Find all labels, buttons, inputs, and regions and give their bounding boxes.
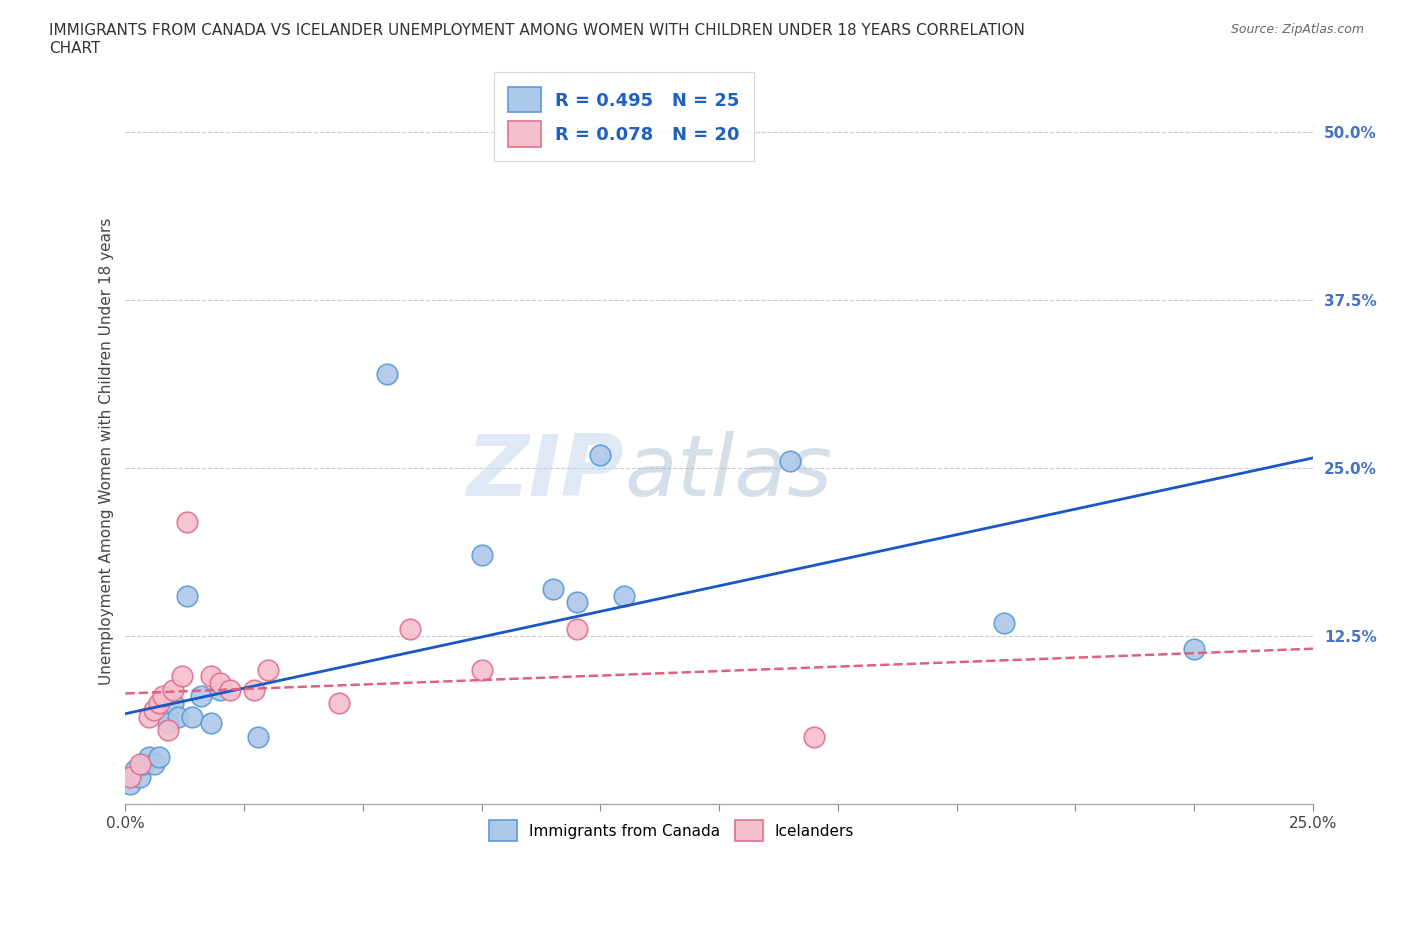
Point [779,454,801,469]
Point [157,723,180,737]
Point [209,683,232,698]
Point [128,756,150,771]
Text: Source: ZipAtlas.com: Source: ZipAtlas.com [1230,23,1364,36]
Point [120,769,142,784]
Point [565,622,588,637]
Point [143,756,166,771]
Point [1182,642,1205,657]
Point [120,777,142,791]
Point [176,588,198,603]
Point [124,763,146,777]
Point [247,729,270,744]
Point [143,702,166,717]
Point [148,696,170,711]
Point [181,709,204,724]
Text: atlas: atlas [624,431,832,514]
Point [589,447,612,462]
Point [200,716,222,731]
Point [134,756,156,771]
Point [219,683,242,698]
Point [148,750,170,764]
Point [471,548,494,563]
Point [328,696,350,711]
Point [162,696,184,711]
Point [565,595,588,610]
Point [541,581,564,596]
Legend: Immigrants from Canada, Icelanders: Immigrants from Canada, Icelanders [481,812,862,849]
Point [157,716,180,731]
Text: IMMIGRANTS FROM CANADA VS ICELANDER UNEMPLOYMENT AMONG WOMEN WITH CHILDREN UNDER: IMMIGRANTS FROM CANADA VS ICELANDER UNEM… [49,23,1025,56]
Text: ZIP: ZIP [467,431,624,514]
Y-axis label: Unemployment Among Women with Children Under 18 years: Unemployment Among Women with Children U… [100,218,114,685]
Point [138,709,160,724]
Point [242,683,264,698]
Point [200,669,222,684]
Point [190,689,212,704]
Point [375,366,398,381]
Point [138,750,160,764]
Point [993,615,1015,630]
Point [176,514,198,529]
Point [209,675,232,690]
Point [162,683,184,698]
Point [166,709,188,724]
Point [128,769,150,784]
Point [471,662,494,677]
Point [399,622,422,637]
Point [152,689,174,704]
Point [613,588,636,603]
Point [257,662,280,677]
Point [172,669,194,684]
Point [803,729,825,744]
